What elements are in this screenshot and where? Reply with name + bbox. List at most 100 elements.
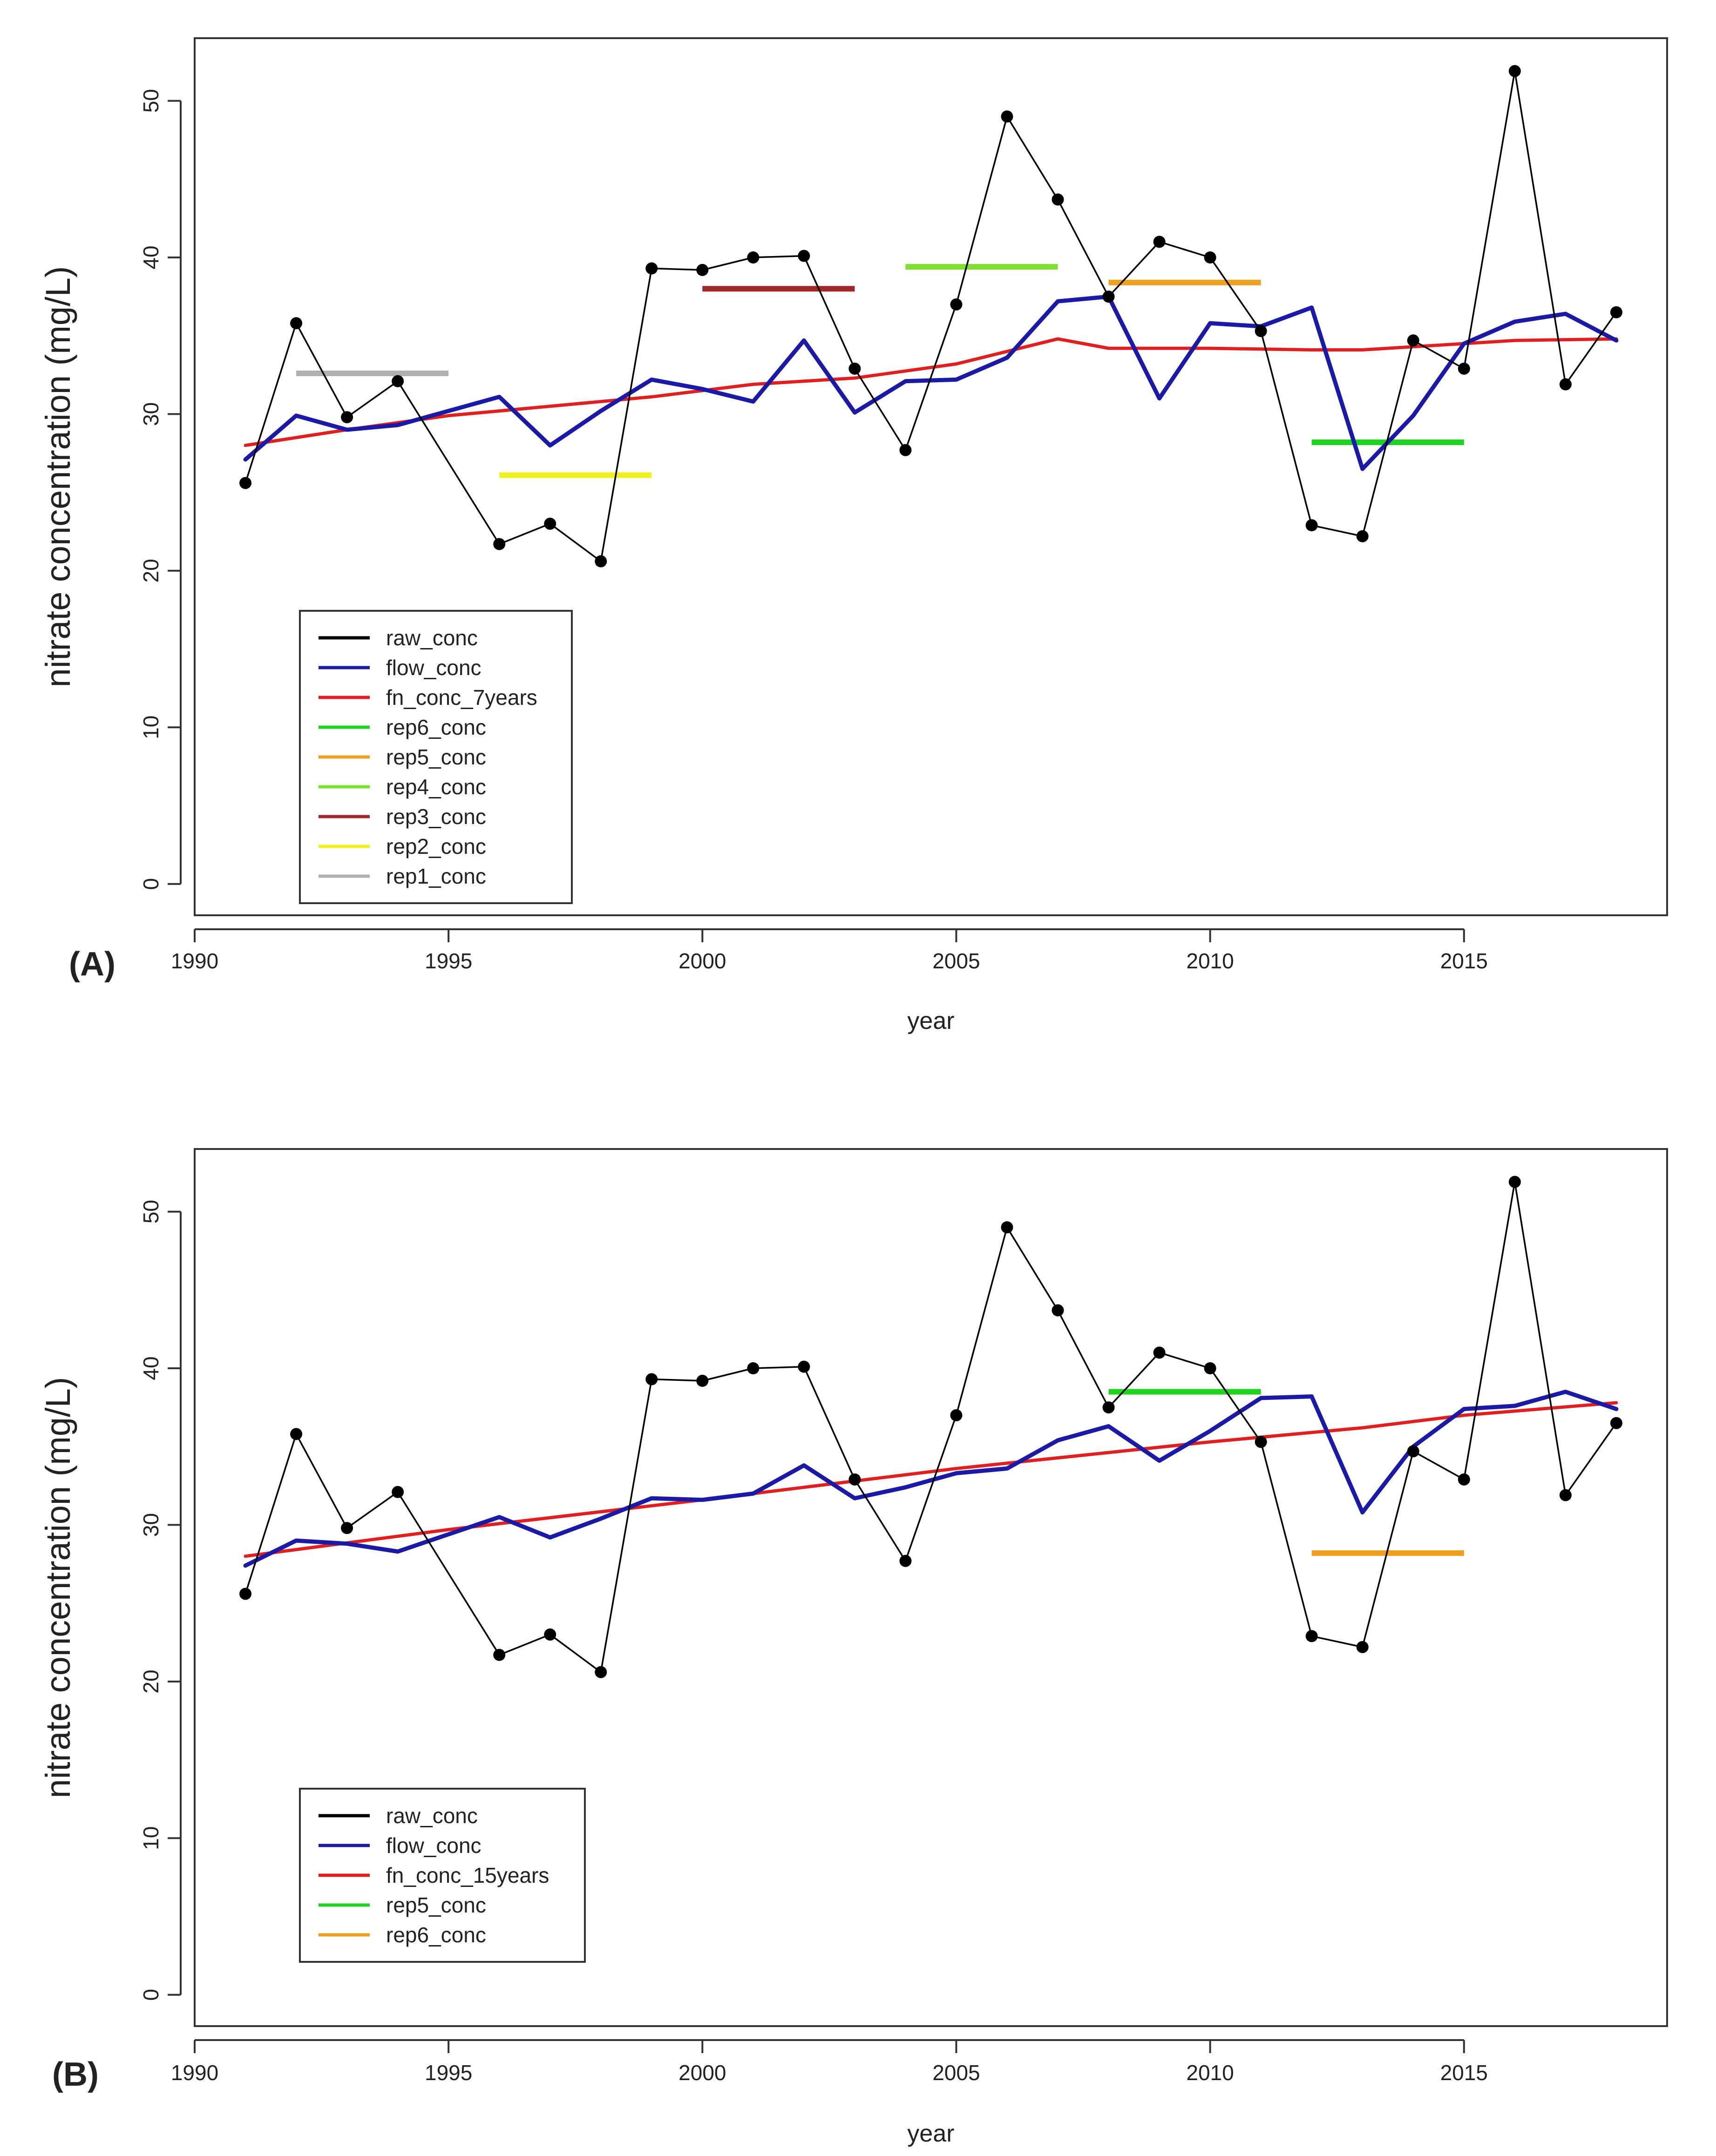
legend-label-rep5_conc: rep5_conc [386, 1893, 486, 1917]
data-point [798, 1360, 810, 1373]
data-point [392, 1486, 404, 1498]
data-point [1407, 1445, 1419, 1458]
data-point [696, 1374, 709, 1387]
x-axis: 1990 1995 2000 2005 2010 2015 [171, 928, 1488, 973]
data-point [798, 250, 810, 262]
data-point [544, 517, 556, 530]
legend-label-rep2_conc: rep2_conc [386, 834, 486, 858]
series-fn_conc_15years [244, 1401, 1618, 1558]
legend-label-rep4_conc: rep4_conc [386, 775, 486, 799]
y-tick-label: 30 [139, 402, 163, 426]
legend-label-flow_conc: flow_conc [386, 1833, 482, 1858]
legend: raw_conc flow_conc fn_conc_15years rep5_con… [299, 1788, 586, 1963]
series-line-fn_conc_7years [244, 337, 1618, 447]
data-point [1458, 1473, 1470, 1486]
data-point [493, 538, 506, 550]
plot-frame [194, 1148, 1668, 2027]
series-line-raw_conc [244, 70, 1617, 562]
data-point [645, 1373, 658, 1386]
series-raw_conc [239, 1176, 1622, 1678]
data-point [950, 1409, 963, 1421]
y-tick-label: 0 [139, 878, 163, 890]
y-tick-label: 30 [139, 1513, 163, 1537]
y-axis-title: nitrate concentration (mg/L) [39, 1377, 77, 1798]
data-point [595, 1666, 607, 1678]
data-point [848, 1473, 861, 1486]
data-point [1255, 325, 1267, 338]
x-tick-label: 1990 [171, 949, 218, 973]
data-point [645, 262, 658, 275]
x-tick-label: 1995 [425, 949, 472, 973]
x-tick-label: 2015 [1440, 2061, 1488, 2085]
legend-label-raw_conc: raw_conc [386, 1804, 478, 1828]
x-tick-label: 2000 [678, 949, 726, 973]
x-axis: 1990 1995 2000 2005 2010 2015 [171, 2039, 1488, 2085]
y-axis: 0 10 20 30 40 50 [139, 1200, 182, 2001]
x-tick-label: 2010 [1187, 2061, 1234, 2085]
series-flow_conc [243, 294, 1619, 471]
data-point [1356, 530, 1369, 542]
data-point [341, 1522, 353, 1534]
x-tick-label: 2005 [932, 2061, 980, 2085]
x-tick-label: 2005 [932, 949, 980, 973]
legend: raw_conc flow_conc fn_conc_7years rep6_conc… [299, 610, 573, 904]
data-point [747, 251, 760, 264]
data-point [239, 477, 252, 489]
data-point [493, 1649, 506, 1661]
y-axis-title: nitrate concentration (mg/L) [39, 266, 77, 688]
data-point [1305, 519, 1318, 532]
y-tick-label: 10 [139, 716, 163, 739]
y-tick-label: 40 [139, 245, 163, 269]
legend-label-rep5_conc: rep5_conc [386, 745, 486, 769]
x-tick-label: 2015 [1440, 949, 1488, 973]
data-point [1255, 1436, 1267, 1448]
series-raw_conc [239, 65, 1622, 568]
legend-label-rep3_conc: rep3_conc [386, 804, 486, 829]
data-point [544, 1628, 556, 1641]
series-line-fn_conc_15years [244, 1401, 1618, 1558]
data-point [848, 362, 861, 375]
panel-label: (A) [69, 946, 115, 983]
chart-panel-a: 1990 1995 2000 2005 2010 2015 0 10 20 30 40 50 year n… [39, 37, 1668, 1034]
data-point [1001, 1221, 1013, 1234]
y-tick-label: 20 [139, 1669, 163, 1693]
data-point [341, 411, 353, 424]
data-point [1508, 1176, 1521, 1188]
x-tick-label: 1995 [425, 2061, 472, 2085]
panel-label: (B) [52, 2056, 99, 2093]
data-point [1559, 1489, 1572, 1501]
legend-label-rep6_conc: rep6_conc [386, 715, 486, 739]
data-point [747, 1362, 760, 1374]
data-point [595, 555, 607, 568]
series-fn_conc_7years [244, 337, 1618, 447]
data-point [392, 375, 404, 387]
data-point [1610, 1417, 1622, 1429]
data-point [1559, 378, 1572, 391]
y-tick-label: 40 [139, 1356, 163, 1380]
series-flow_conc [243, 1389, 1619, 1568]
data-point [1508, 65, 1521, 77]
x-axis-title: year [907, 1007, 954, 1034]
y-tick-label: 50 [139, 89, 163, 113]
legend-label-fn_conc_15years: fn_conc_15years [386, 1863, 549, 1887]
y-axis: 0 10 20 30 40 50 [139, 89, 182, 890]
y-tick-label: 20 [139, 559, 163, 582]
data-point [1051, 1304, 1064, 1317]
series-line-raw_conc [244, 1181, 1617, 1673]
data-point [1305, 1630, 1318, 1642]
data-point [1051, 193, 1064, 206]
data-point [950, 298, 963, 311]
data-point [899, 1554, 912, 1567]
data-point [290, 1428, 303, 1440]
legend-label-raw_conc: raw_conc [386, 626, 478, 650]
x-tick-label: 1990 [171, 2061, 218, 2085]
data-point [1102, 1401, 1115, 1414]
legend-label-rep6_conc: rep6_conc [386, 1923, 486, 1947]
x-axis-title: year [907, 2120, 954, 2147]
data-point [1356, 1641, 1369, 1653]
data-point [1204, 251, 1216, 264]
data-point [239, 1588, 252, 1600]
x-tick-label: 2000 [678, 2061, 726, 2085]
legend-label-rep1_conc: rep1_conc [386, 864, 486, 888]
x-tick-label: 2010 [1187, 949, 1234, 973]
